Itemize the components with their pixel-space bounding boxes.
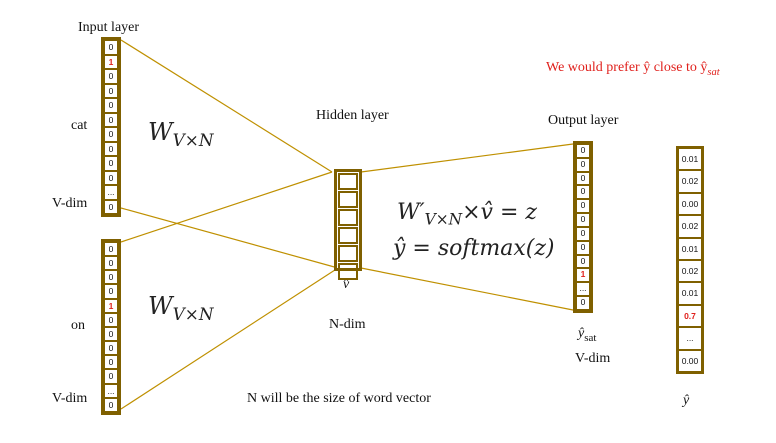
input-cat-cell: 0 — [104, 40, 118, 55]
probabilities-cell: 0.02 — [678, 215, 702, 238]
probabilities-cell: 0.00 — [678, 192, 702, 216]
equation-output-score: W′V×N×v̂ = z — [397, 200, 537, 228]
ysat-label: ŷsat — [578, 326, 596, 344]
output-sat-cell: 0 — [576, 213, 590, 227]
input-on-cell: 0 — [104, 242, 118, 257]
hidden-layer-vector — [334, 169, 362, 280]
weight-matrix-bottom-symbol: W — [148, 292, 173, 320]
hidden-cell — [338, 209, 358, 226]
output-sat-cell: 0 — [576, 240, 590, 255]
output-vector-sat: 0 0 0 0 0 0 0 0 0 1... 0 — [573, 141, 593, 313]
line-on-top-to-hidden — [120, 171, 333, 243]
input-on-cell: 0 — [104, 270, 118, 285]
word-on-label: on — [71, 318, 85, 333]
vdim-label-bottom: V-dim — [52, 391, 88, 406]
weight-matrix-bottom-subscript: V×N — [172, 303, 214, 324]
yhat-bottom-label: ŷ — [683, 393, 690, 408]
input-cat-cell: 0 — [104, 112, 118, 127]
weight-matrix-top-subscript: V×N — [172, 129, 214, 150]
probabilities-cell: 0.7 — [678, 304, 702, 328]
equation-output-score-tail: ×v̂ = z — [462, 200, 537, 225]
line-on-bottom-to-hidden — [120, 267, 339, 410]
output-sat-cell: 0 — [576, 226, 590, 241]
input-cat-cell: 0 — [104, 98, 118, 113]
input-cat-cell: 0 — [104, 170, 118, 185]
input-on-cell: 0 — [104, 397, 118, 412]
ndim-label: N-dim — [329, 317, 366, 332]
equation-output-score-head: W′ — [397, 200, 425, 225]
output-sat-cell: 1 — [576, 268, 590, 283]
equation-softmax: ŷ = softmax(z) — [393, 236, 555, 261]
output-sat-cell: 0 — [576, 185, 590, 200]
input-cat-cell: 0 — [104, 141, 118, 156]
line-cat-top-to-hidden — [120, 39, 333, 173]
probabilities-cell: 0.01 — [678, 282, 702, 305]
input-on-cell: 0 — [104, 341, 118, 356]
hidden-cell — [338, 191, 358, 208]
input-on-cell: 0 — [104, 256, 118, 271]
line-cat-bottom-to-hidden — [120, 207, 339, 269]
vhat-label: v̂ — [343, 277, 350, 292]
line-hidden-to-output-top — [360, 143, 574, 173]
input-vector-on: 0 0 0 0 1 0 0 0 0 0... 0 — [101, 239, 121, 415]
weight-matrix-top: WV×N — [148, 118, 214, 150]
input-on-cell: 0 — [104, 326, 118, 342]
output-layer-title: Output layer — [548, 113, 619, 128]
hidden-cell — [338, 227, 358, 244]
input-cat-cell: 0 — [104, 199, 118, 214]
ysat-symbol: ŷ — [578, 326, 585, 341]
probabilities-cell: 0.01 — [678, 237, 702, 260]
output-sat-cell: 0 — [576, 199, 590, 214]
word-cat-label: cat — [71, 118, 88, 133]
vdim-label-top: V-dim — [52, 196, 88, 211]
weight-matrix-top-symbol: W — [148, 118, 173, 146]
input-cat-cell: 0 — [104, 69, 118, 84]
hidden-cell — [338, 173, 358, 190]
input-on-cell: 0 — [104, 312, 118, 327]
input-on-cell: 0 — [104, 369, 118, 384]
output-sat-cell: 0 — [576, 144, 590, 158]
line-hidden-to-output-bottom — [360, 267, 574, 311]
vdim-label-output: V-dim — [575, 351, 611, 366]
preference-note-text: We would prefer ŷ close to ŷ — [546, 60, 708, 75]
input-on-cell: 0 — [104, 355, 118, 370]
output-sat-cell: 0 — [576, 157, 590, 172]
footer-note: N will be the size of word vector — [247, 391, 431, 406]
hidden-cell — [338, 263, 358, 280]
output-sat-cell: ... — [576, 282, 590, 297]
input-cat-cell: 0 — [104, 127, 118, 142]
input-cat-cell: 0 — [104, 156, 118, 171]
preference-note: We would prefer ŷ close to ŷsat — [546, 60, 720, 78]
input-cat-cell: 0 — [104, 83, 118, 98]
output-sat-cell: 0 — [576, 296, 590, 310]
output-sat-cell: 0 — [576, 254, 590, 269]
hidden-cell — [338, 245, 358, 262]
input-on-cell: 1 — [104, 298, 118, 313]
probabilities-cell: 0.01 — [678, 148, 702, 171]
hidden-layer-title: Hidden layer — [316, 108, 389, 123]
preference-note-subscript: sat — [707, 66, 720, 78]
probabilities-cell: 0.02 — [678, 170, 702, 193]
output-sat-cell: 0 — [576, 171, 590, 186]
probabilities-cell: 0.00 — [678, 349, 702, 372]
weight-matrix-bottom: WV×N — [148, 292, 214, 324]
ysat-subscript: sat — [584, 331, 597, 344]
probability-vector: 0.01 0.02 0.00 0.02 0.01 0.02 0.01 0.7... 0.00 — [676, 146, 704, 374]
input-cat-cell: ... — [104, 185, 118, 200]
input-on-cell: 0 — [104, 284, 118, 299]
input-on-cell: ... — [104, 383, 118, 398]
equation-output-score-subscript: V×N — [424, 210, 463, 229]
input-vector-cat: 0 1 0 0 0 0 0 0 0 0... 0 — [101, 37, 121, 217]
probabilities-cell: ... — [678, 327, 702, 350]
connection-lines — [120, 39, 574, 410]
probabilities-cell: 0.02 — [678, 259, 702, 283]
input-cat-cell: 1 — [104, 54, 118, 69]
input-layer-title: Input layer — [78, 20, 140, 35]
